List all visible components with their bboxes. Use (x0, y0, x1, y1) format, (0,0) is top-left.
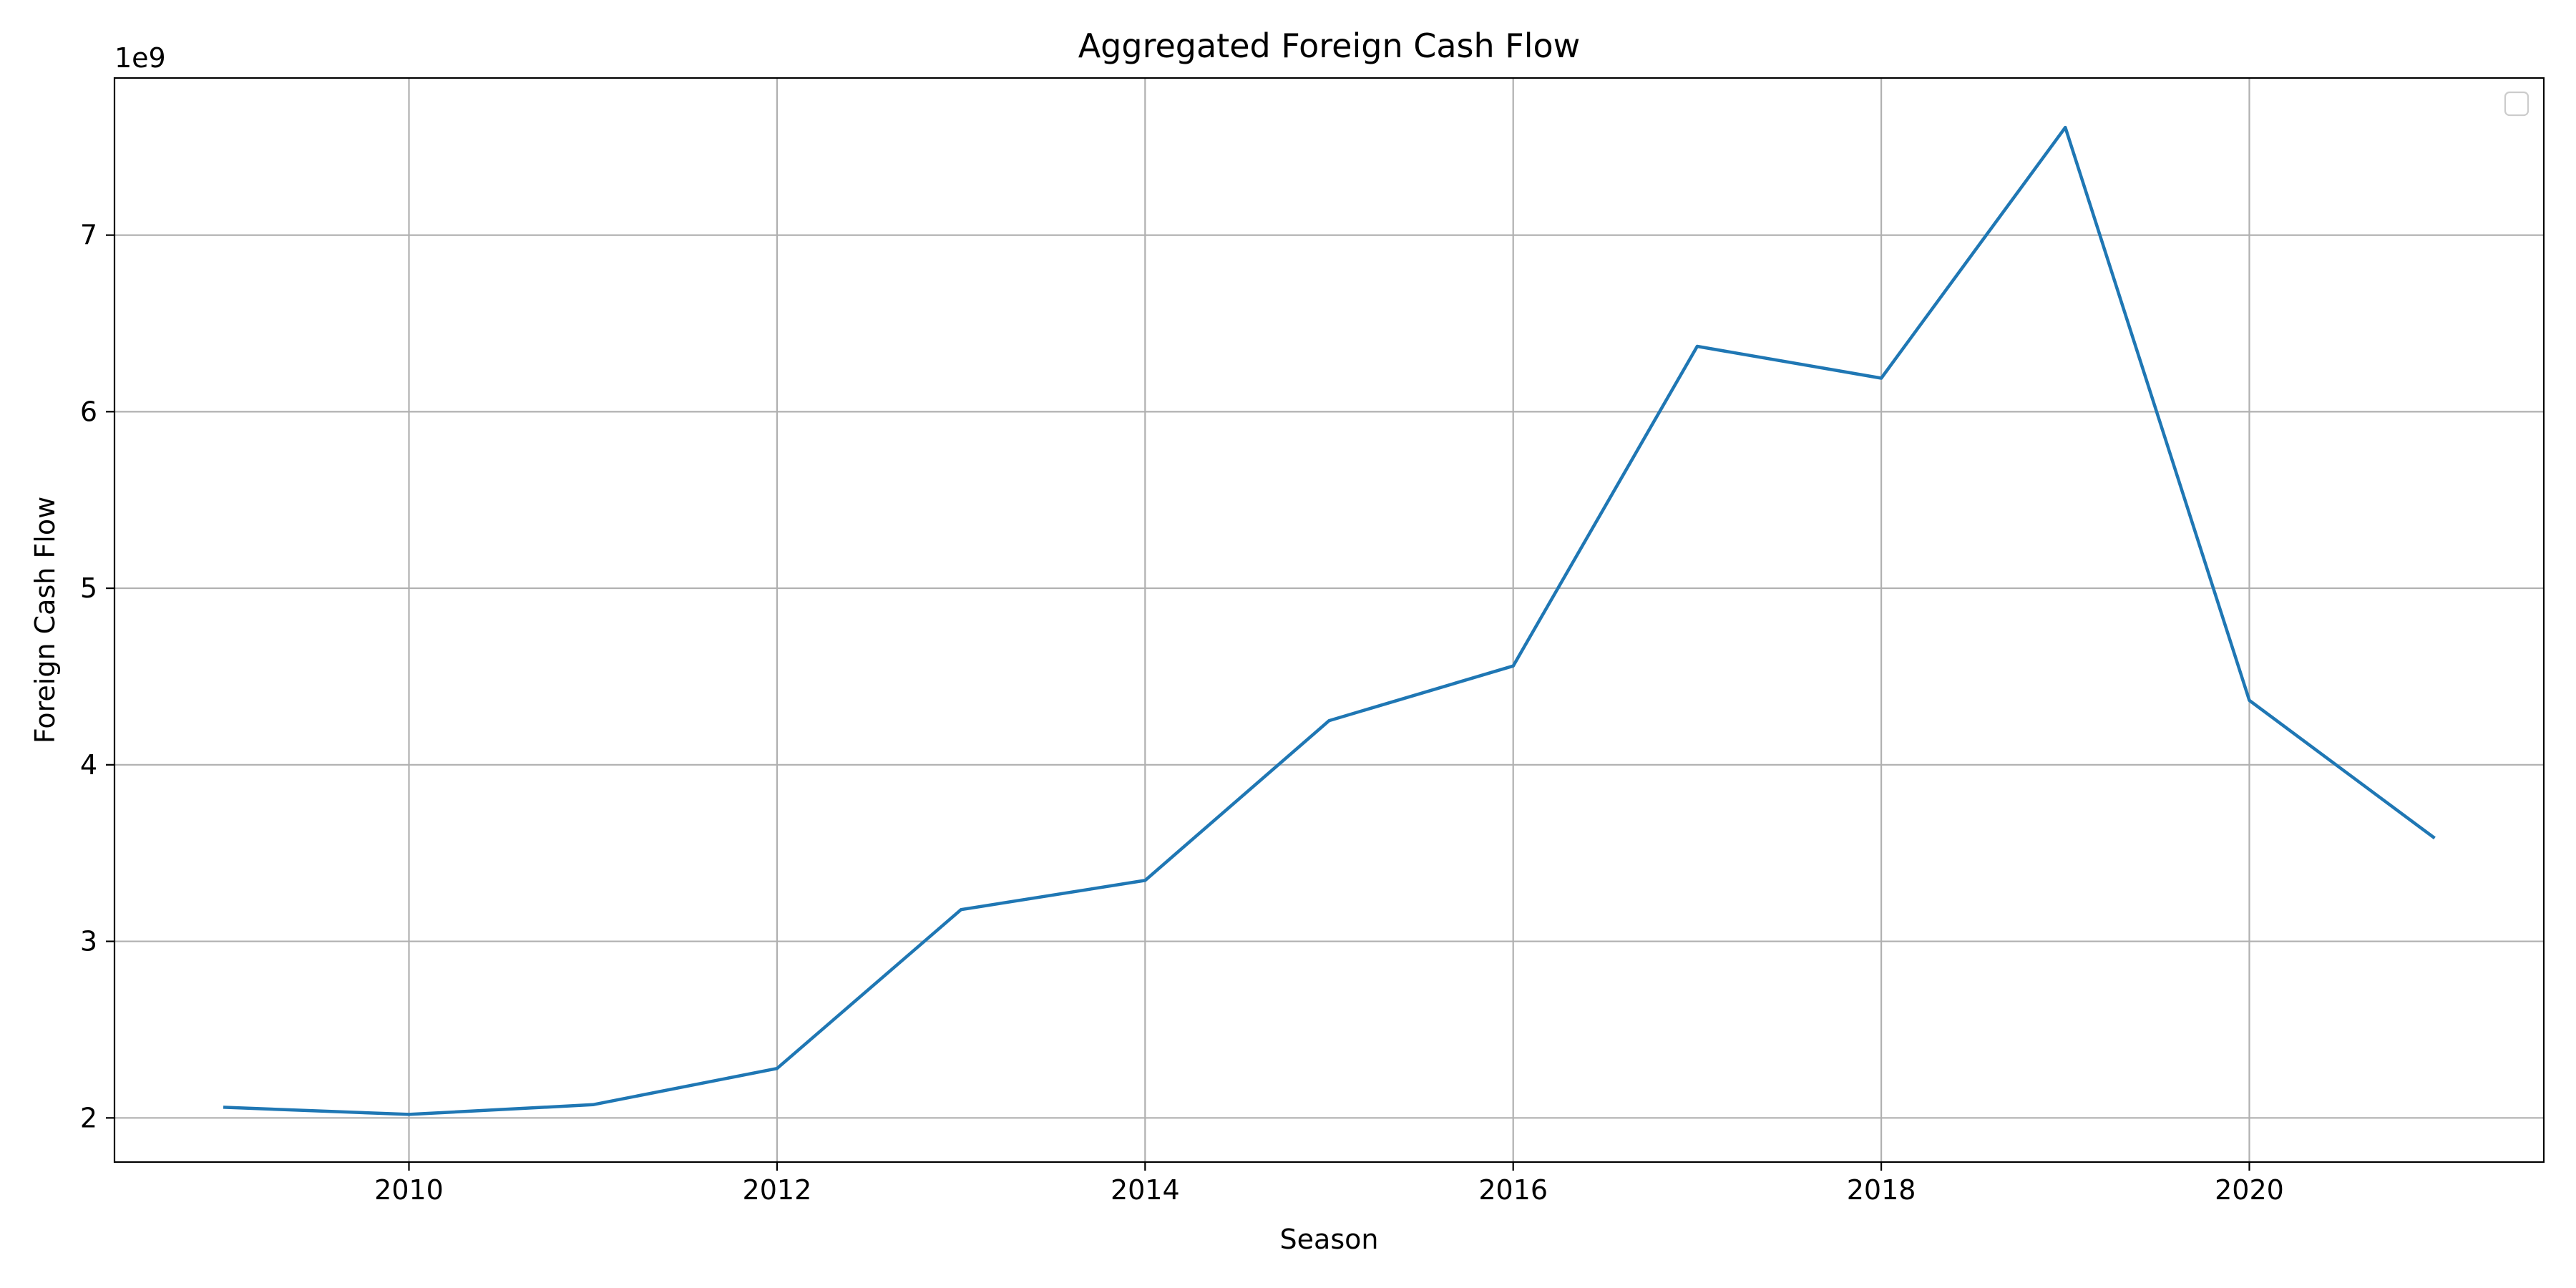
y-axis-label: Foreign Cash Flow (29, 497, 61, 743)
y-tick-label: 4 (80, 749, 97, 781)
y-tick-label: 3 (80, 926, 97, 957)
axes-frame (113, 77, 2545, 1163)
tick-label-layer: 2010 2012 2014 2016 2018 2020 2 3 4 5 6 7 (80, 220, 2284, 1206)
y-tick-label: 6 (80, 396, 97, 427)
x-tick-label: 2020 (2215, 1174, 2284, 1206)
x-tick-label: 2016 (1478, 1174, 1548, 1206)
tick-layer (106, 234, 2250, 1171)
series-line (223, 125, 2436, 1116)
x-tick-label: 2012 (743, 1174, 812, 1206)
y-tick-label: 5 (80, 572, 97, 604)
x-tick-label: 2014 (1111, 1174, 1180, 1206)
x-axis-label: Season (1280, 1224, 1379, 1255)
x-tick-label: 2018 (1847, 1174, 1916, 1206)
y-offset-label: 1e9 (114, 42, 166, 74)
y-tick-label: 2 (80, 1102, 97, 1133)
x-tick-label: 2010 (374, 1174, 444, 1206)
legend-box (2504, 91, 2529, 117)
y-tick-label: 7 (80, 220, 97, 251)
series-layer (223, 125, 2436, 1116)
chart-title: Aggregated Foreign Cash Flow (1078, 26, 1581, 65)
grid-layer (114, 78, 2544, 1162)
